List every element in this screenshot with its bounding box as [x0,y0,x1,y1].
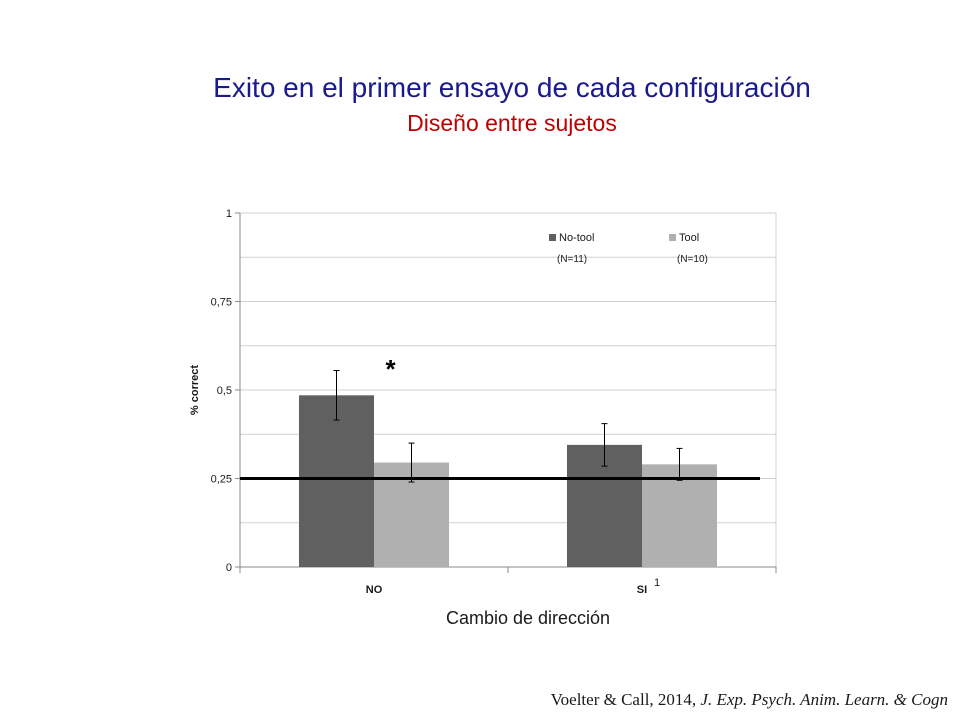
y-tick-label: 0 [226,562,232,574]
y-axis-label: % correct [189,365,201,415]
stray-mark: 1 [654,577,660,589]
x-tick-label: SI [637,584,647,596]
citation-authors: Voelter & Call, 2014, [550,690,697,709]
slide-subtitle: Diseño entre sujetos [407,110,617,136]
bar-no-tool-no [299,395,374,567]
legend-note-no-tool: (N=11) [557,254,587,265]
x-axis-caption: Cambio de dirección [445,608,611,628]
legend-label-no-tool: No-tool [559,232,594,244]
bar-tool-si [642,464,717,567]
citation: Voelter & Call, 2014, J. Exp. Psych. Ani… [551,690,948,710]
legend-note-tool: (N=10) [677,254,708,265]
significance-asterisk: * [385,354,396,384]
legend-swatch-tool [669,234,676,241]
slide-title: Exito en el primer ensayo de cada config… [213,72,811,103]
y-tick-label: 0,25 [211,474,232,486]
legend-swatch-no-tool [549,234,556,241]
legend-label-tool: Tool [679,232,699,244]
x-tick-label: NO [366,584,383,596]
citation-journal: J. Exp. Psych. Anim. Learn. & Cogn [700,690,948,709]
y-tick-label: 0,5 [217,385,232,397]
y-tick-label: 1 [226,208,232,220]
y-tick-label: 0,75 [211,297,232,309]
